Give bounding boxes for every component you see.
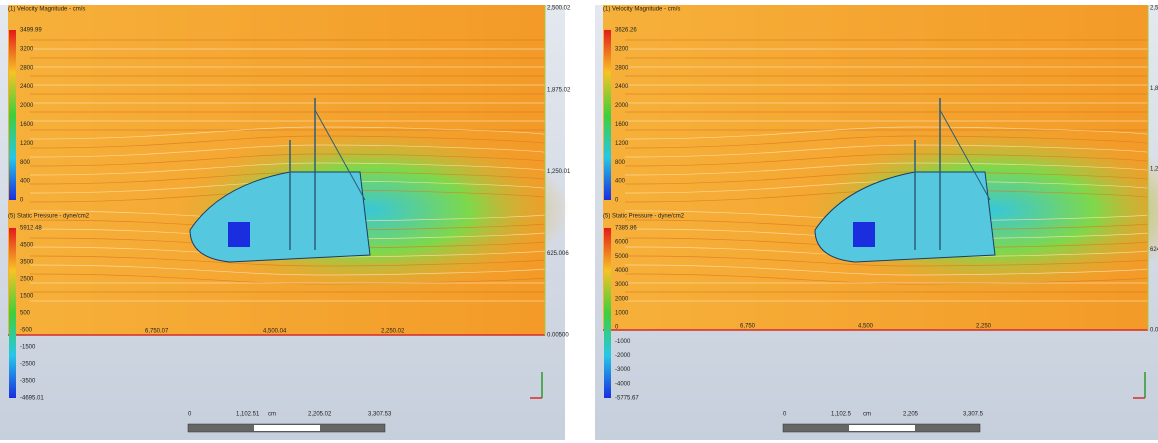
legend-label: 4000 [615, 268, 629, 274]
legend-label: 5912.48 [20, 226, 42, 232]
legend-label: 1000 [615, 311, 629, 317]
legend-label: -2500 [20, 362, 36, 368]
legend-label: 3000 [615, 282, 629, 288]
axis-label: 1,250.01 [547, 169, 571, 175]
legend-label: -4695.01 [20, 396, 44, 402]
scale-label: 2,205 [903, 412, 919, 418]
legend-label: 3200 [20, 46, 34, 52]
scale-label: 3,307.5 [963, 412, 984, 418]
legend-label: 3499.99 [20, 28, 42, 34]
legend-title: (1) Velocity Magnitude - cm/s [8, 7, 85, 13]
legend-label: -500 [20, 328, 33, 334]
legend-label: 3626.26 [615, 28, 637, 34]
axis-label: 6,750 [740, 324, 756, 330]
legend-label: -1500 [20, 345, 36, 351]
legend-title: (1) Velocity Magnitude - cm/s [603, 7, 680, 13]
scale-label: 3,307.53 [368, 412, 392, 418]
axis-label: 6,750.07 [145, 329, 169, 335]
axis-label: 1,875.02 [547, 87, 571, 93]
axis-label: 2,250.02 [381, 329, 405, 335]
axis-label: 2,250 [976, 324, 992, 330]
legend-label: 400 [20, 179, 31, 185]
legend-label: 500 [20, 311, 31, 317]
legend-label: 1500 [20, 294, 34, 300]
legend-title: (5) Static Pressure - dyne/cm2 [8, 214, 90, 220]
axis-label: 0.00500 [1150, 328, 1158, 334]
legend-label: 2400 [615, 84, 629, 90]
legend-label: 3200 [615, 46, 629, 52]
axis-label: 4,500 [858, 324, 874, 330]
pressure-color-bar [604, 228, 611, 398]
legend-label: 3500 [20, 260, 34, 266]
scale-label: 2,205.02 [308, 412, 332, 418]
vehicle-cab [228, 222, 250, 247]
legend-label: 5000 [615, 254, 629, 260]
legend-label: 2500 [20, 277, 34, 283]
legend-label: -5775.67 [615, 396, 639, 402]
axis-label: 2,500 [1150, 6, 1158, 12]
legend-label: 2000 [615, 296, 629, 302]
axis-label: 1,250 [1150, 167, 1158, 173]
legend-label: 2800 [20, 65, 34, 71]
legend-label: 2400 [20, 84, 34, 90]
legend-label: 1200 [20, 141, 34, 147]
legend-label: 800 [20, 160, 31, 166]
screenshot: (1) Velocity Magnitude - cm/s 3499.99 3200… [0, 0, 1158, 443]
scale-label: 1,102.51 [236, 412, 260, 418]
scale-bar-segment [254, 425, 320, 431]
axis-label: 2,500.02 [547, 6, 571, 12]
legend-label: 4500 [20, 243, 34, 249]
vehicle-cab [853, 222, 875, 247]
pressure-color-bar [9, 228, 16, 398]
legend-label: 2800 [615, 65, 629, 71]
legend-label: 1600 [615, 122, 629, 128]
legend-label: 2000 [20, 103, 34, 109]
legend-label: -3000 [615, 367, 631, 373]
legend-label: 1600 [20, 122, 34, 128]
scale-label: cm [268, 412, 276, 418]
legend-label: -4000 [615, 381, 631, 387]
legend-label: -2000 [615, 353, 631, 359]
axis-label: 4,500.04 [263, 329, 287, 335]
legend-title: (5) Static Pressure - dyne/cm2 [603, 214, 685, 220]
legend-label: 2000 [615, 103, 629, 109]
legend-label: -3500 [20, 379, 36, 385]
velocity-color-bar [604, 30, 611, 200]
axis-label: 1,875 [1150, 86, 1158, 92]
legend-label: 1200 [615, 141, 629, 147]
velocity-color-bar [9, 30, 16, 200]
legend-label: 800 [615, 160, 626, 166]
axis-label: 624.9 [1150, 247, 1158, 253]
scale-label: cm [863, 412, 871, 418]
legend-label: 6000 [615, 240, 629, 246]
legend-label: 400 [615, 179, 626, 185]
axis-label: 0.00500 [547, 333, 569, 339]
legend-label: -1000 [615, 339, 631, 345]
scale-bar-segment [849, 425, 915, 431]
axis-label: 625.006 [547, 251, 569, 257]
scale-label: 1,102.5 [831, 412, 852, 418]
legend-label: 7385.86 [615, 226, 637, 232]
